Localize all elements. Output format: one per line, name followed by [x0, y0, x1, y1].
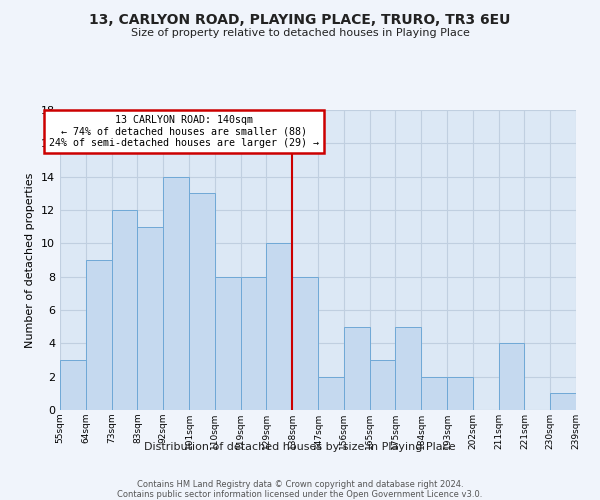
- Bar: [318, 376, 344, 410]
- Text: 13 CARLYON ROAD: 140sqm
← 74% of detached houses are smaller (88)
24% of semi-de: 13 CARLYON ROAD: 140sqm ← 74% of detache…: [49, 115, 319, 148]
- Bar: [241, 276, 266, 410]
- Bar: [550, 394, 576, 410]
- Bar: [344, 326, 370, 410]
- Text: 13, CARLYON ROAD, PLAYING PLACE, TRURO, TR3 6EU: 13, CARLYON ROAD, PLAYING PLACE, TRURO, …: [89, 12, 511, 26]
- Bar: [60, 360, 86, 410]
- Text: Distribution of detached houses by size in Playing Place: Distribution of detached houses by size …: [144, 442, 456, 452]
- Bar: [292, 276, 318, 410]
- Text: Contains HM Land Registry data © Crown copyright and database right 2024.
Contai: Contains HM Land Registry data © Crown c…: [118, 480, 482, 500]
- Text: Size of property relative to detached houses in Playing Place: Size of property relative to detached ho…: [131, 28, 469, 38]
- Bar: [421, 376, 447, 410]
- Bar: [86, 260, 112, 410]
- Bar: [266, 244, 292, 410]
- Bar: [112, 210, 137, 410]
- Bar: [189, 194, 215, 410]
- Bar: [163, 176, 189, 410]
- Bar: [137, 226, 163, 410]
- Bar: [447, 376, 473, 410]
- Bar: [370, 360, 395, 410]
- Bar: [499, 344, 524, 410]
- Y-axis label: Number of detached properties: Number of detached properties: [25, 172, 35, 348]
- Bar: [215, 276, 241, 410]
- Bar: [395, 326, 421, 410]
